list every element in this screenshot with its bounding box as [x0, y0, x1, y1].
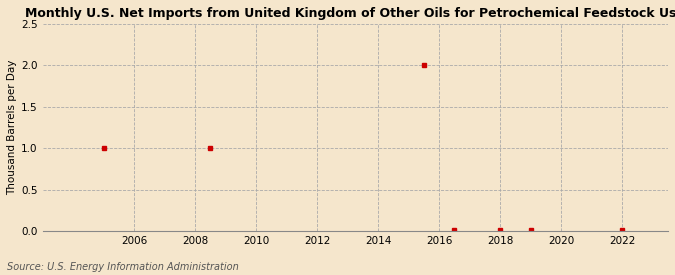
- Text: Source: U.S. Energy Information Administration: Source: U.S. Energy Information Administ…: [7, 262, 238, 272]
- Title: Monthly U.S. Net Imports from United Kingdom of Other Oils for Petrochemical Fee: Monthly U.S. Net Imports from United Kin…: [26, 7, 675, 20]
- Y-axis label: Thousand Barrels per Day: Thousand Barrels per Day: [7, 60, 17, 195]
